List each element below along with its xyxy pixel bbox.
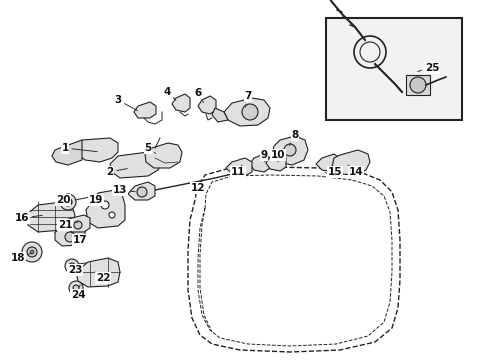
Circle shape bbox=[101, 201, 109, 209]
Text: 10: 10 bbox=[270, 150, 285, 162]
Text: 15: 15 bbox=[327, 165, 342, 177]
Circle shape bbox=[74, 221, 82, 229]
Polygon shape bbox=[52, 140, 82, 165]
Circle shape bbox=[69, 263, 75, 269]
Polygon shape bbox=[331, 150, 369, 175]
Text: 13: 13 bbox=[113, 185, 135, 195]
Text: 9: 9 bbox=[260, 150, 267, 162]
Polygon shape bbox=[172, 94, 190, 112]
Polygon shape bbox=[128, 182, 155, 200]
Polygon shape bbox=[66, 215, 90, 232]
Circle shape bbox=[242, 104, 258, 120]
Text: 5: 5 bbox=[144, 143, 155, 153]
Polygon shape bbox=[265, 153, 285, 171]
Polygon shape bbox=[225, 158, 251, 176]
Text: 23: 23 bbox=[68, 265, 82, 275]
Text: 8: 8 bbox=[289, 130, 298, 145]
Circle shape bbox=[73, 285, 79, 291]
Text: 17: 17 bbox=[72, 235, 87, 245]
Polygon shape bbox=[76, 258, 120, 287]
Polygon shape bbox=[86, 190, 125, 228]
Polygon shape bbox=[249, 154, 269, 172]
Circle shape bbox=[30, 250, 34, 254]
Polygon shape bbox=[110, 152, 162, 178]
Circle shape bbox=[64, 198, 72, 206]
Polygon shape bbox=[271, 136, 307, 165]
Polygon shape bbox=[212, 108, 227, 122]
Text: 6: 6 bbox=[194, 88, 203, 103]
Text: 24: 24 bbox=[71, 285, 85, 300]
Circle shape bbox=[69, 281, 83, 295]
Text: 25: 25 bbox=[417, 63, 438, 73]
Circle shape bbox=[284, 144, 295, 156]
Text: 2: 2 bbox=[106, 167, 127, 177]
Circle shape bbox=[65, 259, 79, 273]
Circle shape bbox=[109, 212, 115, 218]
Bar bbox=[325, 18, 461, 120]
Polygon shape bbox=[224, 98, 269, 126]
Circle shape bbox=[137, 187, 147, 197]
Circle shape bbox=[65, 232, 75, 242]
Text: 18: 18 bbox=[11, 253, 32, 263]
Text: 20: 20 bbox=[56, 195, 72, 205]
Text: 11: 11 bbox=[230, 165, 245, 177]
Polygon shape bbox=[55, 225, 85, 246]
Text: 21: 21 bbox=[58, 220, 78, 230]
Polygon shape bbox=[134, 102, 156, 118]
Polygon shape bbox=[78, 138, 118, 162]
Text: 4: 4 bbox=[163, 87, 176, 100]
Polygon shape bbox=[315, 154, 339, 172]
Polygon shape bbox=[145, 143, 182, 168]
Circle shape bbox=[60, 194, 76, 210]
Circle shape bbox=[22, 242, 42, 262]
Text: 7: 7 bbox=[244, 91, 251, 107]
Text: 3: 3 bbox=[114, 95, 137, 111]
Circle shape bbox=[409, 77, 425, 93]
Text: 16: 16 bbox=[15, 213, 42, 223]
Text: 22: 22 bbox=[95, 272, 110, 283]
Polygon shape bbox=[405, 75, 429, 95]
Text: 14: 14 bbox=[347, 165, 363, 177]
Polygon shape bbox=[26, 202, 75, 232]
Polygon shape bbox=[198, 96, 216, 114]
Text: 19: 19 bbox=[89, 195, 104, 205]
Circle shape bbox=[135, 189, 141, 195]
Text: 12: 12 bbox=[190, 180, 205, 193]
Circle shape bbox=[27, 247, 37, 257]
Text: 1: 1 bbox=[61, 143, 97, 153]
